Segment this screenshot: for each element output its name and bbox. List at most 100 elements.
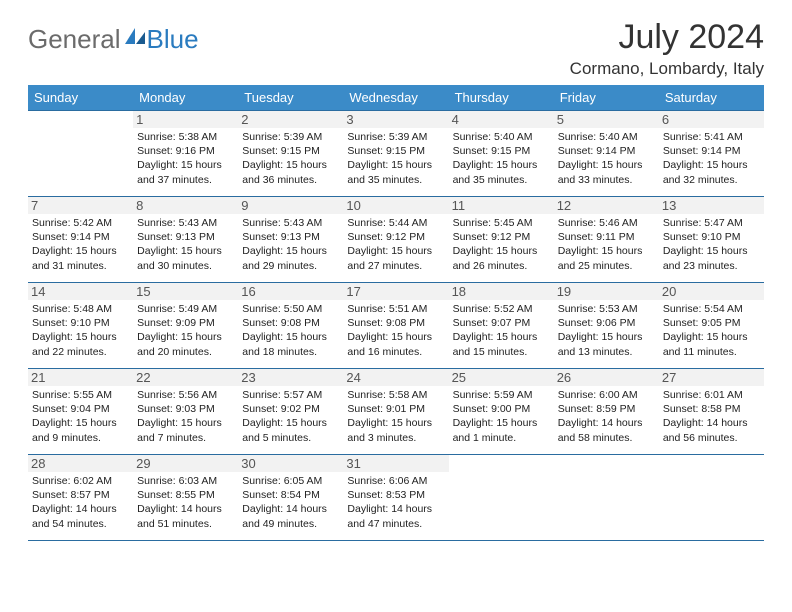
sunrise-text: Sunrise: 6:06 AM xyxy=(347,474,444,488)
calendar-cell: 17Sunrise: 5:51 AMSunset: 9:08 PMDayligh… xyxy=(343,283,448,369)
daylight-text: Daylight: 15 hours and 25 minutes. xyxy=(558,244,655,272)
day-info: Sunrise: 5:40 AMSunset: 9:15 PMDaylight:… xyxy=(453,130,550,187)
day-info: Sunrise: 5:54 AMSunset: 9:05 PMDaylight:… xyxy=(663,302,760,359)
day-number: 20 xyxy=(659,283,764,300)
calendar-cell: 1 Sunrise: 5:38 AMSunset: 9:16 PMDaylight… xyxy=(133,111,238,197)
calendar-cell: 28Sunrise: 6:02 AMSunset: 8:57 PMDayligh… xyxy=(28,455,133,541)
calendar-cell: 23 Sunrise: 5:57 AMSunset: 9:02 PMDayligh… xyxy=(238,369,343,455)
calendar-cell: 11Sunrise: 5:45 AMSunset: 9:12 PMDayligh… xyxy=(449,197,554,283)
daylight-text: Daylight: 15 hours and 23 minutes. xyxy=(663,244,760,272)
daylight-text: Daylight: 15 hours and 15 minutes. xyxy=(453,330,550,358)
day-number: 6 xyxy=(659,111,764,128)
day-number: 3 xyxy=(343,111,448,128)
daylight-text: Daylight: 15 hours and 32 minutes. xyxy=(663,158,760,186)
daylight-text: Daylight: 15 hours and 36 minutes. xyxy=(242,158,339,186)
calendar-body: 1 Sunrise: 5:38 AMSunset: 9:16 PMDaylight… xyxy=(28,111,764,541)
daylight-text: Daylight: 15 hours and 30 minutes. xyxy=(137,244,234,272)
calendar-cell: 16Sunrise: 5:50 AMSunset: 9:08 PMDayligh… xyxy=(238,283,343,369)
sunset-text: Sunset: 8:57 PM xyxy=(32,488,129,502)
day-info: Sunrise: 5:59 AMSunset: 9:00 PMDaylight:… xyxy=(453,388,550,445)
daylight-text: Daylight: 15 hours and 1 minute. xyxy=(453,416,550,444)
daylight-text: Daylight: 15 hours and 35 minutes. xyxy=(347,158,444,186)
day-number: 7 xyxy=(28,197,133,214)
calendar-cell: 13Sunrise: 5:47 AMSunset: 9:10 PMDayligh… xyxy=(659,197,764,283)
day-info: Sunrise: 6:05 AMSunset: 8:54 PMDaylight:… xyxy=(242,474,339,531)
sunrise-text: Sunrise: 5:44 AM xyxy=(347,216,444,230)
day-info: Sunrise: 5:40 AMSunset: 9:14 PMDaylight:… xyxy=(558,130,655,187)
sunrise-text: Sunrise: 5:59 AM xyxy=(453,388,550,402)
daylight-text: Daylight: 15 hours and 27 minutes. xyxy=(347,244,444,272)
day-info: Sunrise: 5:38 AMSunset: 9:16 PMDaylight:… xyxy=(137,130,234,187)
logo-text-blue: Blue xyxy=(147,24,199,55)
weekday-header: Monday xyxy=(133,85,238,111)
day-number: 22 xyxy=(133,369,238,386)
sunset-text: Sunset: 9:15 PM xyxy=(242,144,339,158)
calendar-cell: 6 Sunrise: 5:41 AMSunset: 9:14 PMDaylight… xyxy=(659,111,764,197)
calendar-cell: 25Sunrise: 5:59 AMSunset: 9:00 PMDayligh… xyxy=(449,369,554,455)
sunrise-text: Sunrise: 5:39 AM xyxy=(242,130,339,144)
calendar-cell: 9Sunrise: 5:43 AMSunset: 9:13 PMDaylight… xyxy=(238,197,343,283)
day-number: 5 xyxy=(554,111,659,128)
sunset-text: Sunset: 9:00 PM xyxy=(453,402,550,416)
daylight-text: Daylight: 15 hours and 13 minutes. xyxy=(558,330,655,358)
weekday-header-row: Sunday Monday Tuesday Wednesday Thursday… xyxy=(28,85,764,111)
sunset-text: Sunset: 8:55 PM xyxy=(137,488,234,502)
calendar-cell: 24Sunrise: 5:58 AMSunset: 9:01 PMDayligh… xyxy=(343,369,448,455)
day-info: Sunrise: 5:41 AMSunset: 9:14 PMDaylight:… xyxy=(663,130,760,187)
calendar-cell xyxy=(554,455,659,541)
sunrise-text: Sunrise: 5:58 AM xyxy=(347,388,444,402)
calendar-cell: 15 Sunrise: 5:49 AMSunset: 9:09 PMDayligh… xyxy=(133,283,238,369)
daylight-text: Daylight: 15 hours and 16 minutes. xyxy=(347,330,444,358)
daylight-text: Daylight: 15 hours and 11 minutes. xyxy=(663,330,760,358)
sunrise-text: Sunrise: 5:54 AM xyxy=(663,302,760,316)
sunrise-text: Sunrise: 5:42 AM xyxy=(32,216,129,230)
sunset-text: Sunset: 9:01 PM xyxy=(347,402,444,416)
sunset-text: Sunset: 9:13 PM xyxy=(242,230,339,244)
sunrise-text: Sunrise: 5:52 AM xyxy=(453,302,550,316)
day-number: 31 xyxy=(343,455,448,472)
sunset-text: Sunset: 9:04 PM xyxy=(32,402,129,416)
day-number: 15 xyxy=(133,283,238,300)
calendar-cell: 8Sunrise: 5:43 AMSunset: 9:13 PMDaylight… xyxy=(133,197,238,283)
day-number: 28 xyxy=(28,455,133,472)
sunset-text: Sunset: 9:12 PM xyxy=(453,230,550,244)
sunrise-text: Sunrise: 5:46 AM xyxy=(558,216,655,230)
calendar-cell: 18Sunrise: 5:52 AMSunset: 9:07 PMDayligh… xyxy=(449,283,554,369)
title-block: July 2024 Cormano, Lombardy, Italy xyxy=(570,18,764,79)
calendar-cell: 30Sunrise: 6:05 AMSunset: 8:54 PMDayligh… xyxy=(238,455,343,541)
day-info: Sunrise: 5:57 AMSunset: 9:02 PMDaylight:… xyxy=(242,388,339,445)
daylight-text: Daylight: 15 hours and 9 minutes. xyxy=(32,416,129,444)
sunrise-text: Sunrise: 5:55 AM xyxy=(32,388,129,402)
calendar-cell xyxy=(28,111,133,197)
day-number: 2 xyxy=(238,111,343,128)
calendar-cell: 10Sunrise: 5:44 AMSunset: 9:12 PMDayligh… xyxy=(343,197,448,283)
calendar-table: Sunday Monday Tuesday Wednesday Thursday… xyxy=(28,85,764,541)
sunrise-text: Sunrise: 5:41 AM xyxy=(663,130,760,144)
calendar-row: 14Sunrise: 5:48 AMSunset: 9:10 PMDayligh… xyxy=(28,283,764,369)
day-info: Sunrise: 5:47 AMSunset: 9:10 PMDaylight:… xyxy=(663,216,760,273)
sunset-text: Sunset: 9:14 PM xyxy=(558,144,655,158)
daylight-text: Daylight: 15 hours and 20 minutes. xyxy=(137,330,234,358)
calendar-cell: 29Sunrise: 6:03 AMSunset: 8:55 PMDayligh… xyxy=(133,455,238,541)
weekday-header: Sunday xyxy=(28,85,133,111)
day-number: 26 xyxy=(554,369,659,386)
day-number: 11 xyxy=(449,197,554,214)
sunset-text: Sunset: 9:08 PM xyxy=(347,316,444,330)
daylight-text: Daylight: 15 hours and 29 minutes. xyxy=(242,244,339,272)
day-number: 27 xyxy=(659,369,764,386)
day-info: Sunrise: 5:49 AMSunset: 9:09 PMDaylight:… xyxy=(137,302,234,359)
day-number: 18 xyxy=(449,283,554,300)
day-info: Sunrise: 6:03 AMSunset: 8:55 PMDaylight:… xyxy=(137,474,234,531)
calendar-cell: 26 Sunrise: 6:00 AMSunset: 8:59 PMDayligh… xyxy=(554,369,659,455)
day-number: 23 xyxy=(238,369,343,386)
sunrise-text: Sunrise: 6:05 AM xyxy=(242,474,339,488)
sunset-text: Sunset: 9:05 PM xyxy=(663,316,760,330)
day-info: Sunrise: 6:00 AMSunset: 8:59 PMDaylight:… xyxy=(558,388,655,445)
calendar-row: 21Sunrise: 5:55 AMSunset: 9:04 PMDayligh… xyxy=(28,369,764,455)
calendar-row: 1 Sunrise: 5:38 AMSunset: 9:16 PMDaylight… xyxy=(28,111,764,197)
daylight-text: Daylight: 15 hours and 33 minutes. xyxy=(558,158,655,186)
sunrise-text: Sunrise: 5:51 AM xyxy=(347,302,444,316)
sunrise-text: Sunrise: 6:00 AM xyxy=(558,388,655,402)
day-info: Sunrise: 6:01 AMSunset: 8:58 PMDaylight:… xyxy=(663,388,760,445)
day-number: 1 xyxy=(133,111,238,128)
